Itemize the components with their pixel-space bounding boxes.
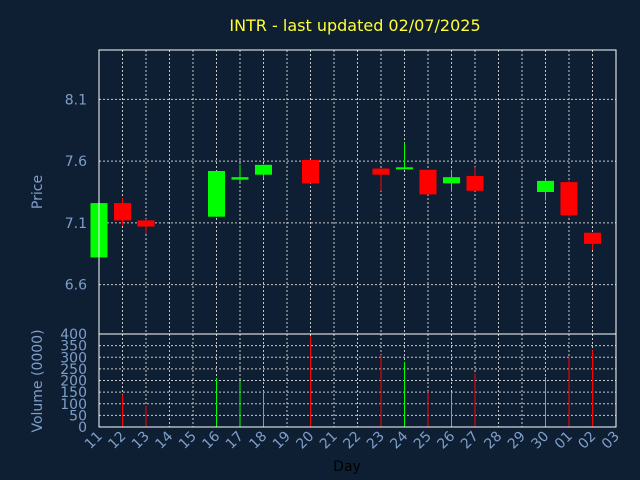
- candle-body: [372, 168, 390, 175]
- x-tick-label: 23: [364, 429, 388, 453]
- x-tick-label: 18: [246, 429, 270, 453]
- x-tick-label: 28: [481, 429, 505, 453]
- x-tick-label: 21: [317, 429, 341, 453]
- price-y-tick-label: 6.6: [65, 278, 87, 294]
- candle-body: [208, 171, 225, 217]
- x-tick-label: 17: [223, 429, 247, 453]
- volume-y-tick-label: 150: [60, 385, 87, 401]
- x-tick-label: 13: [129, 429, 153, 453]
- price-y-tick-labels: 6.6 7.1 7.6 8.1: [65, 92, 87, 293]
- volume-panel-frame: [98, 333, 617, 428]
- volume-y-tick-label: 50: [69, 408, 87, 424]
- x-tick-label: 24: [387, 428, 411, 452]
- x-tick-label: 12: [105, 429, 129, 453]
- x-tick-label: 22: [340, 429, 364, 453]
- x-tick-label: 02: [575, 429, 599, 453]
- chart-title: INTR - last updated 02/07/2025: [229, 16, 480, 35]
- x-tick-label: 26: [434, 428, 458, 452]
- price-y-tick-label: 7.6: [65, 154, 87, 170]
- x-tick-label: 20: [293, 429, 317, 453]
- volume-bars: [122, 336, 593, 427]
- x-tick-label: 25: [411, 429, 435, 453]
- candle-body: [466, 175, 484, 191]
- price-y-tick-label: 8.1: [65, 92, 87, 108]
- volume-y-tick-label: 250: [60, 362, 87, 378]
- x-tick-label: 27: [458, 429, 482, 453]
- candle-body: [443, 177, 460, 184]
- candle-body: [396, 167, 413, 170]
- candlesticks: [90, 142, 601, 258]
- candle-body: [255, 164, 272, 175]
- x-tick-label: 29: [505, 429, 529, 453]
- volume-y-tick-label: 350: [60, 339, 87, 355]
- price-axis-label: Price: [30, 175, 46, 209]
- candle-body: [114, 203, 131, 221]
- volume-y-tick-label: 100: [60, 397, 87, 413]
- candle-body: [231, 177, 249, 180]
- x-tick-label: 30: [528, 429, 552, 453]
- candle-body: [560, 182, 578, 216]
- x-tick-label: 19: [270, 429, 294, 453]
- x-tick-label: 15: [176, 429, 200, 453]
- candle-body: [584, 232, 601, 244]
- x-tick-label: 14: [152, 428, 176, 452]
- x-tick-labels: 11 12 13 14 15 16 17 18 19 20 21 22 23 24 25 26 27 28 29 30…: [82, 428, 623, 452]
- volume-axis-label: Volume (0000): [30, 329, 46, 432]
- candle-body: [302, 159, 319, 184]
- volume-y-tick-label: 400: [60, 327, 87, 343]
- volume-y-tick-label: 200: [60, 374, 87, 390]
- candle-body: [537, 180, 554, 192]
- x-axis-label: Day: [333, 459, 361, 475]
- candle-body: [137, 220, 155, 227]
- x-tick-label: 01: [552, 429, 576, 453]
- candle-body: [419, 169, 437, 195]
- volume-y-tick-label: 0: [78, 420, 87, 436]
- x-tick-label: 16: [199, 428, 223, 452]
- price-y-tick-label: 7.1: [65, 216, 87, 232]
- panel-frames: [98, 49, 617, 428]
- x-tick-label: 03: [599, 429, 623, 453]
- volume-y-tick-label: 300: [60, 350, 87, 366]
- volume-grid: [99, 334, 616, 427]
